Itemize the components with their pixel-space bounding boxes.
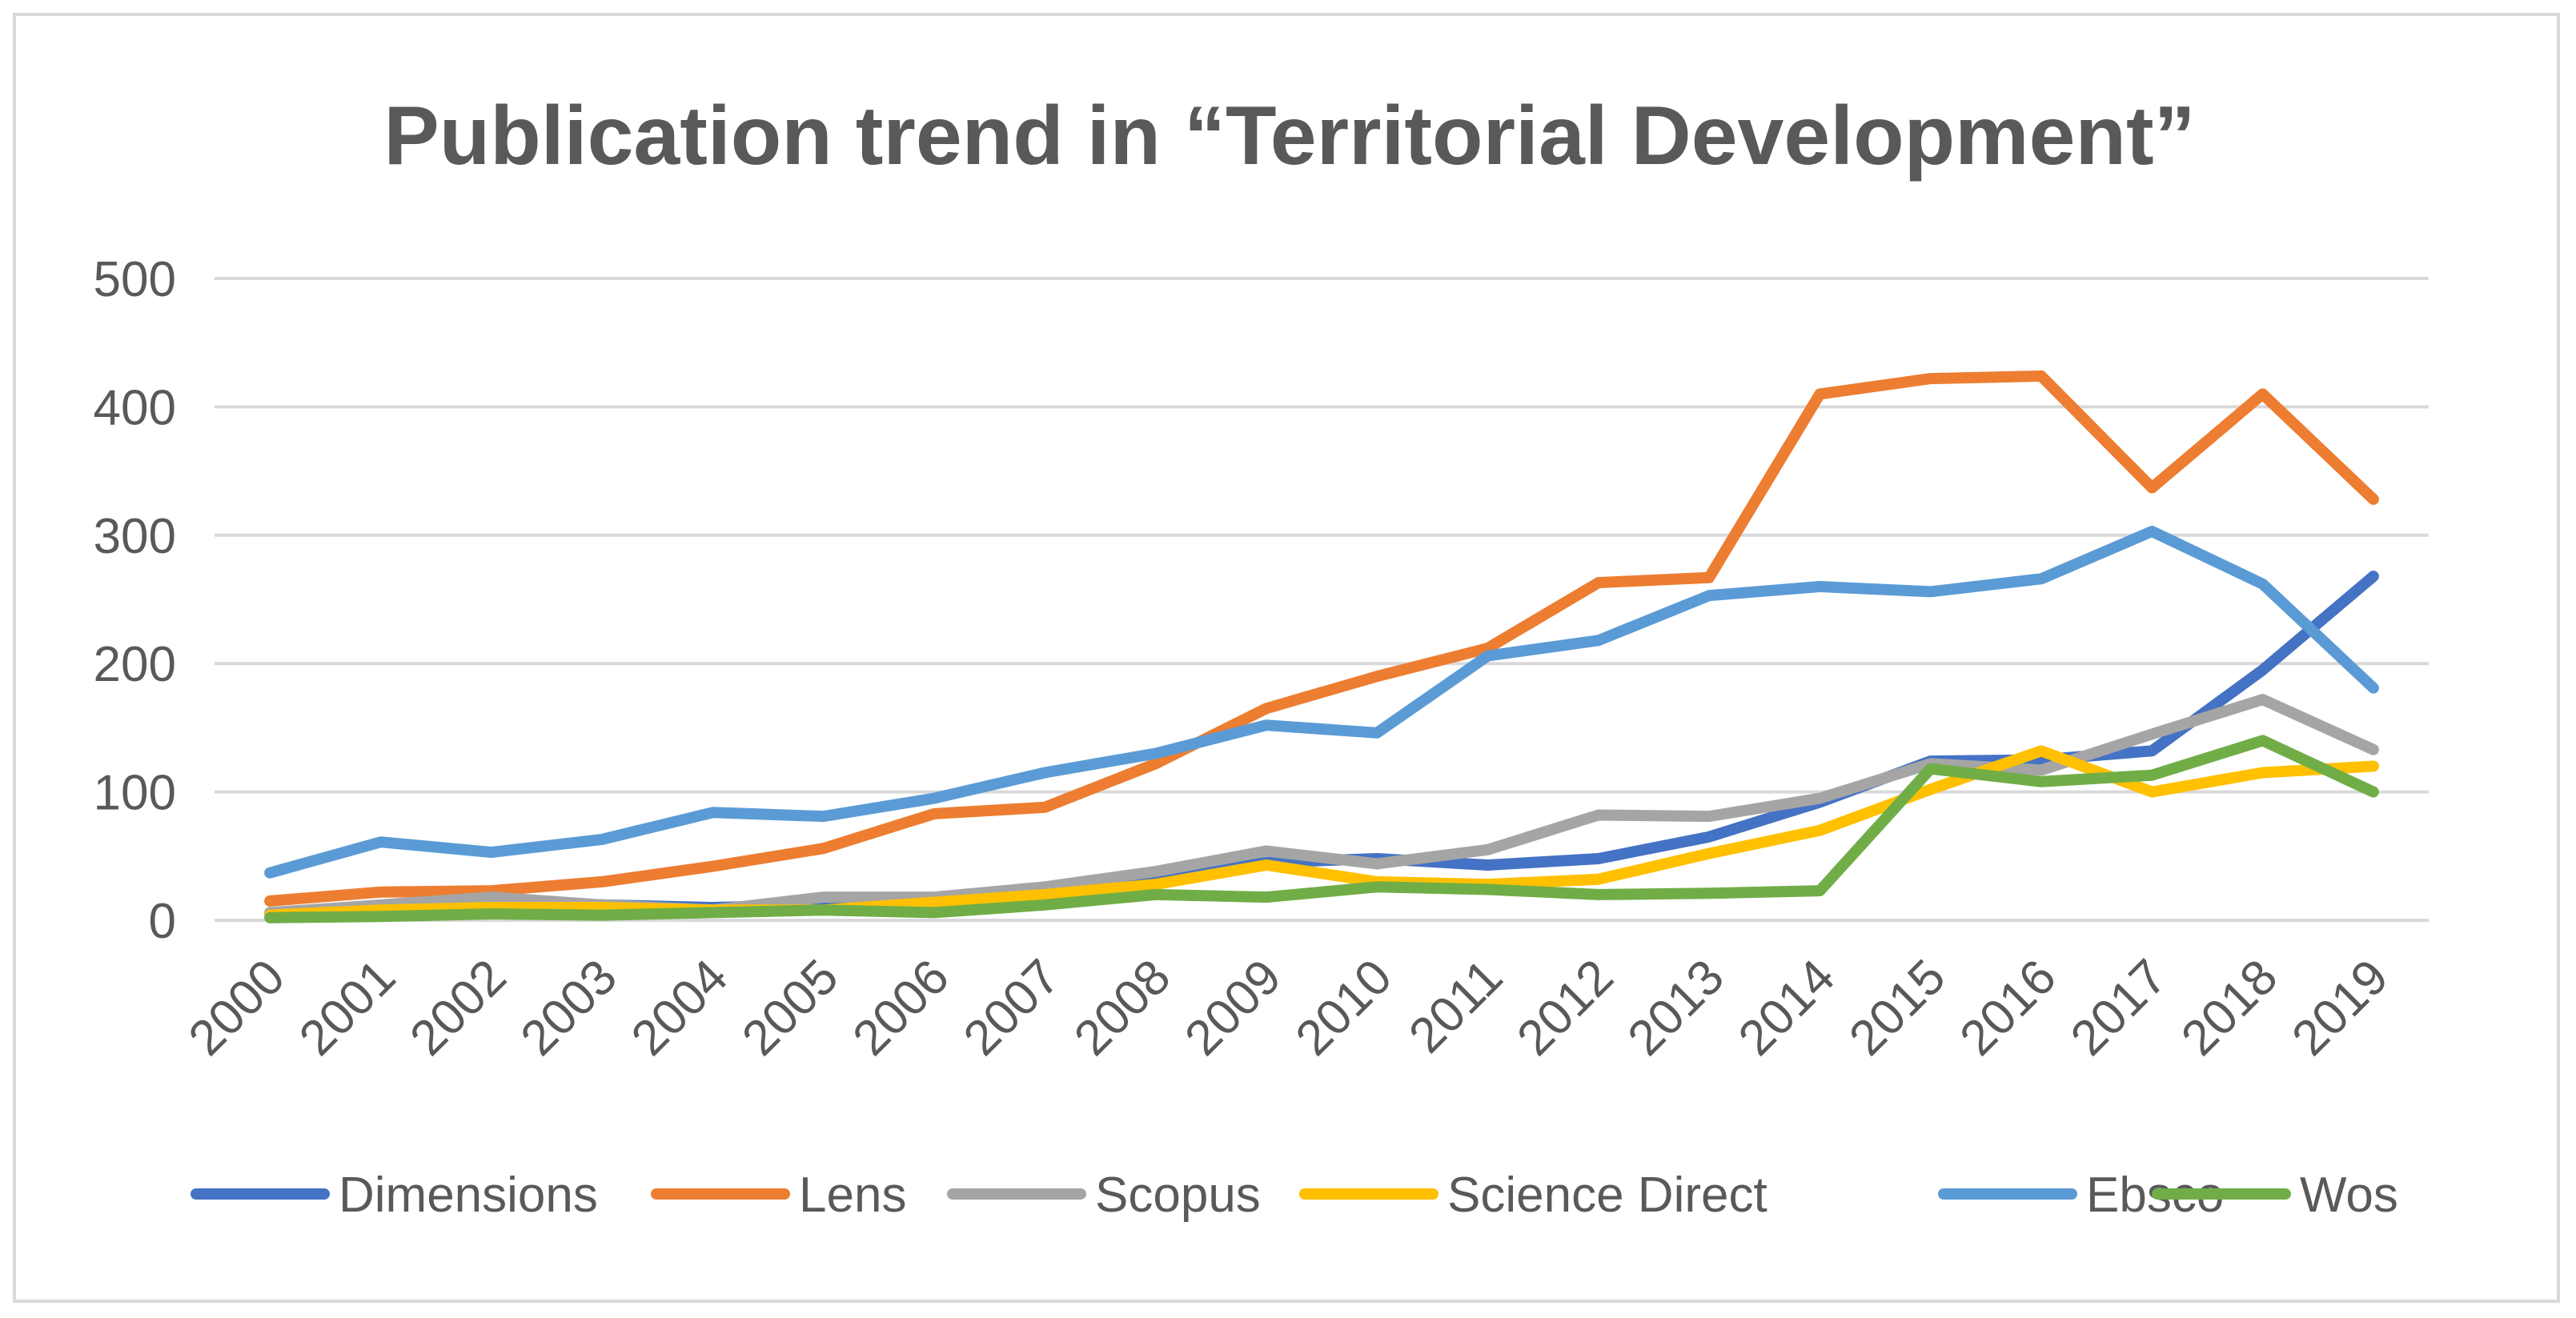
y-tick-label: 0 (149, 894, 176, 949)
legend: Dimensions Lens Scopus Science Direct Ebsco W… (191, 1168, 2398, 1223)
x-tick-label: 2007 (953, 949, 1070, 1066)
y-tick-label: 400 (94, 380, 176, 435)
line-chart: Publication trend in “Territorial Develo… (94, 90, 2429, 1223)
legend-item-scopus: Scopus (947, 1168, 1261, 1223)
legend-label: Scopus (1095, 1168, 1261, 1223)
series-line-science-direct (264, 745, 2379, 921)
x-tick-label: 2001 (289, 949, 406, 1066)
legend-label: Lens (799, 1168, 906, 1223)
legend-label: Wos (2300, 1168, 2398, 1223)
x-axis-ticks: 2000200120022003200420052006200720082009… (179, 949, 2399, 1066)
gridlines (215, 277, 2429, 922)
series-lines (264, 370, 2379, 923)
y-tick-label: 100 (94, 766, 176, 821)
legend-item-dimensions: Dimensions (191, 1168, 598, 1223)
x-tick-label: 2008 (1064, 949, 1181, 1066)
x-tick-label: 2003 (511, 949, 628, 1066)
x-tick-label: 2000 (179, 949, 295, 1066)
x-tick-label: 2016 (1950, 949, 2067, 1066)
series-line-ebsco (264, 526, 2379, 879)
x-tick-label: 2017 (2060, 949, 2177, 1066)
x-tick-label: 2018 (2171, 949, 2288, 1066)
x-tick-label: 2015 (1839, 949, 1956, 1066)
x-tick-label: 2012 (1507, 949, 1623, 1066)
legend-item-science-direct: Science Direct (1299, 1168, 1767, 1223)
series-line-lens (264, 370, 2379, 907)
x-tick-label: 2004 (621, 949, 738, 1066)
x-tick-label: 2009 (1174, 949, 1291, 1066)
legend-label: Science Direct (1447, 1168, 1767, 1223)
x-tick-label: 2005 (732, 949, 849, 1066)
x-tick-label: 2014 (1728, 949, 1845, 1066)
x-tick-label: 2011 (1398, 949, 1513, 1064)
y-axis-ticks: 0 100 200 300 400 500 (94, 252, 176, 949)
y-tick-label: 200 (94, 637, 176, 692)
x-tick-label: 2013 (1618, 949, 1735, 1066)
x-tick-label: 2010 (1286, 949, 1402, 1066)
series-line-dimensions (264, 571, 2379, 919)
y-tick-label: 300 (94, 509, 176, 564)
legend-item-lens: Lens (651, 1168, 906, 1223)
x-tick-label: 2019 (2281, 949, 2398, 1066)
chart-title: Publication trend in “Territorial Develo… (383, 90, 2195, 182)
chart-frame: Publication trend in “Territorial Develo… (13, 13, 2560, 1303)
legend-item-wos: Wos (2152, 1168, 2398, 1223)
x-tick-label: 2006 (843, 949, 960, 1066)
y-tick-label: 500 (94, 252, 176, 307)
legend-label: Dimensions (339, 1168, 598, 1223)
series-line-wos (264, 735, 2379, 923)
x-tick-label: 2002 (399, 949, 516, 1066)
